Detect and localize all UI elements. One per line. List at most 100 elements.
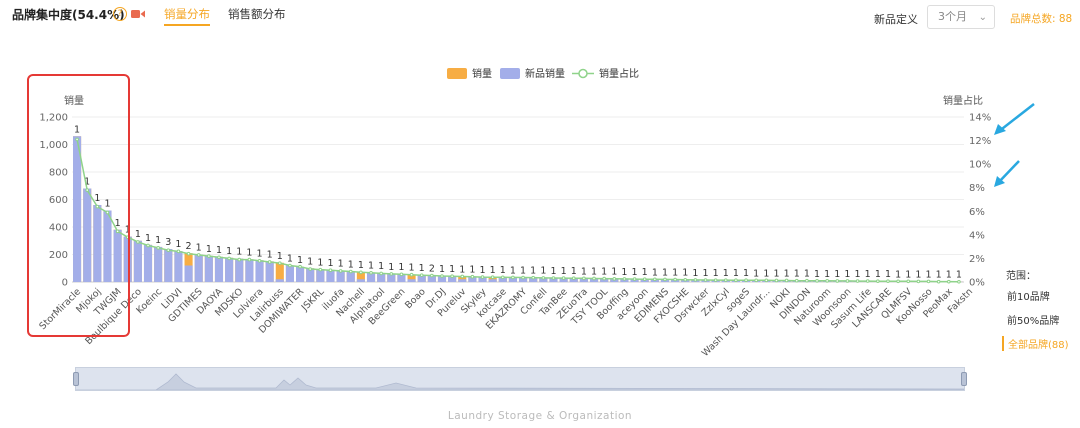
x-tick-label: Boao	[403, 286, 428, 311]
data-label: 1	[256, 248, 262, 259]
bar-new-sales	[488, 279, 497, 282]
chart-legend[interactable]: 销量 新品销量 销量占比	[447, 67, 639, 80]
bar-new-sales	[448, 276, 457, 282]
data-label: 1	[155, 235, 161, 246]
y-tick-label: 800	[49, 168, 68, 179]
y-axis-title: 销量	[64, 94, 84, 107]
share-point	[105, 210, 110, 215]
zoom-slider[interactable]	[73, 367, 967, 391]
video-icon[interactable]	[131, 9, 145, 19]
y-tick-label: 400	[49, 223, 68, 234]
data-label: 1	[500, 265, 506, 276]
slider-overview	[76, 373, 964, 390]
bar-new-sales	[549, 277, 558, 282]
bar-new-sales	[498, 277, 507, 282]
bar-new-sales	[559, 278, 568, 282]
data-label: 1	[794, 269, 800, 280]
y2-tick-label: 12%	[969, 136, 991, 147]
brand-total: 品牌总数: 88	[1010, 13, 1073, 25]
top-brands-highlight-box	[27, 74, 130, 337]
data-label: 1	[388, 262, 394, 273]
data-label: 1	[753, 268, 759, 279]
tab-sales-volume[interactable]: 销量分布	[164, 6, 210, 26]
legend-label-sales: 销量	[472, 67, 492, 80]
data-label: 1	[104, 199, 110, 210]
bar-new-sales	[366, 272, 376, 282]
data-label: 1	[439, 264, 445, 275]
bar-new-sales	[316, 269, 325, 282]
data-label: 1	[763, 268, 769, 279]
share-point	[348, 269, 353, 274]
share-point	[825, 279, 829, 283]
range-top50-percent[interactable]: 前50%品牌	[1007, 316, 1060, 327]
range-title: 范围：	[1006, 271, 1036, 282]
y-tick-label: 1,000	[39, 140, 68, 151]
share-point	[237, 257, 242, 262]
data-label: 1	[834, 269, 840, 280]
share-point	[419, 273, 424, 277]
share-point	[926, 279, 931, 284]
slider-handle-right[interactable]	[961, 372, 967, 386]
slider-handle-left[interactable]	[73, 372, 79, 386]
data-label: 1	[550, 266, 556, 277]
data-label: 1	[145, 233, 151, 244]
help-icon[interactable]: ?	[113, 7, 127, 21]
data-label: 1	[216, 245, 222, 256]
bar-new-sales	[174, 251, 183, 282]
bar-new-sales	[377, 273, 386, 282]
chart-grid	[72, 116, 964, 283]
data-label: 1	[530, 266, 536, 277]
share-point	[622, 277, 627, 281]
y2-axis-title: 销量占比	[943, 94, 983, 107]
x-tick-label: JSKRL	[299, 286, 327, 314]
range-all-brands[interactable]: 全部品牌(88)	[1002, 336, 1069, 351]
data-label: 1	[226, 246, 232, 257]
share-point	[754, 278, 759, 283]
share-point	[673, 277, 677, 282]
y-tick-label: 600	[49, 195, 68, 206]
share-point	[632, 277, 637, 281]
data-label: 1	[804, 269, 810, 280]
share-point	[288, 263, 292, 268]
data-label: 2	[429, 263, 435, 274]
share-point	[247, 257, 252, 262]
range-top10[interactable]: 前10品牌	[1007, 292, 1050, 303]
legend-marker-share	[578, 68, 588, 79]
bar-new-sales	[164, 249, 173, 282]
bar-sales	[458, 276, 467, 282]
data-label: 1	[398, 262, 404, 273]
share-point	[663, 277, 667, 282]
data-label: 1	[601, 267, 607, 278]
brand-sales-chart: 销量 新品销量 销量占比 销量 销量占比 02004006008001,0001,2…	[37, 67, 991, 359]
share-point	[957, 279, 961, 284]
share-point	[612, 277, 617, 281]
bar-new-sales	[417, 274, 426, 282]
share-point	[511, 275, 515, 280]
share-point	[906, 279, 911, 284]
share-point	[146, 243, 150, 248]
bar-new-sales	[143, 244, 153, 282]
share-point	[460, 274, 465, 279]
data-label: 1	[773, 268, 779, 279]
data-label: 1	[327, 258, 333, 269]
data-label: 1	[844, 269, 850, 280]
share-point	[886, 279, 890, 283]
data-label: 1	[368, 261, 374, 272]
share-line	[75, 137, 961, 284]
data-label: 1	[459, 264, 465, 275]
new-product-period-select[interactable]: 3个月 ⌄	[927, 5, 995, 29]
data-label: 1	[743, 268, 749, 279]
y2-tick-label: 10%	[969, 160, 991, 171]
data-label: 1	[855, 269, 861, 280]
data-label: 1	[246, 247, 252, 258]
data-label: 1	[672, 268, 678, 279]
share-point	[876, 279, 880, 283]
share-point	[186, 251, 191, 256]
tab-sales-revenue[interactable]: 销售额分布	[228, 7, 286, 21]
bar-new-sales	[133, 240, 142, 282]
bar-new-sales	[204, 255, 213, 282]
share-point	[166, 248, 171, 252]
share-point	[723, 278, 728, 282]
data-label: 1	[307, 256, 313, 267]
bar-new-sales	[184, 265, 193, 282]
